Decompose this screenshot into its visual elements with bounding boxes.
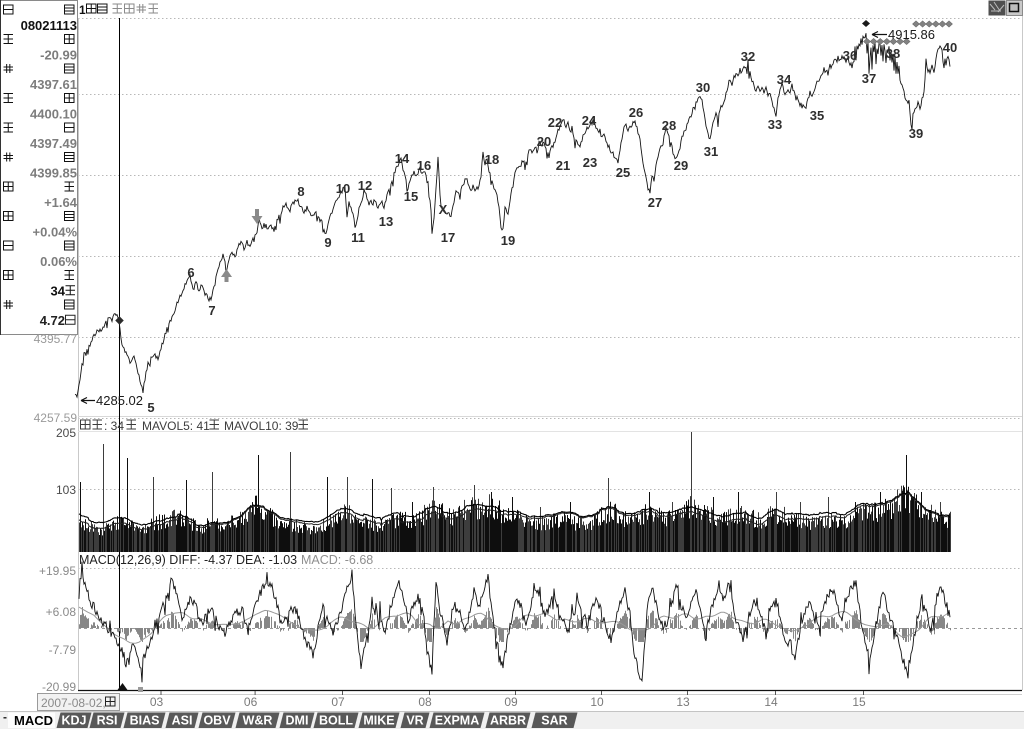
svg-text:40: 40 xyxy=(943,40,957,55)
svg-text:6: 6 xyxy=(187,265,194,280)
svg-text:12: 12 xyxy=(358,178,372,193)
svg-text:205: 205 xyxy=(56,426,76,440)
svg-text:08021113: 08021113 xyxy=(21,18,77,33)
svg-text:17: 17 xyxy=(441,230,455,245)
svg-text:24: 24 xyxy=(582,113,597,128)
svg-text:9: 9 xyxy=(324,235,331,250)
svg-text:EXPMA: EXPMA xyxy=(435,714,479,728)
svg-text:X: X xyxy=(439,202,448,217)
svg-text:36: 36 xyxy=(843,48,857,63)
svg-text:06: 06 xyxy=(244,695,258,709)
svg-text:W&R: W&R xyxy=(243,714,273,728)
svg-text:4257.59: 4257.59 xyxy=(34,411,78,425)
svg-text:35: 35 xyxy=(810,108,824,123)
svg-text:8: 8 xyxy=(297,184,304,199)
svg-text:14: 14 xyxy=(764,695,778,709)
svg-text:27: 27 xyxy=(648,195,662,210)
svg-text:SAR: SAR xyxy=(541,714,567,728)
svg-text:39: 39 xyxy=(909,126,923,141)
svg-text:+1.64: +1.64 xyxy=(44,195,78,210)
svg-text:ARBR: ARBR xyxy=(490,714,526,728)
svg-text:26: 26 xyxy=(629,105,643,120)
svg-text:23: 23 xyxy=(583,155,597,170)
svg-text:32: 32 xyxy=(741,49,755,64)
svg-text:ASI: ASI xyxy=(172,714,193,728)
svg-text:13: 13 xyxy=(676,695,690,709)
svg-text:08: 08 xyxy=(418,695,432,709)
svg-text:37: 37 xyxy=(862,71,876,86)
svg-text:4395.77: 4395.77 xyxy=(34,332,78,346)
svg-text:MAVOL5: 41: MAVOL5: 41 xyxy=(142,419,210,433)
svg-text:MACD: MACD xyxy=(14,713,53,728)
svg-text:14: 14 xyxy=(395,151,410,166)
svg-text:18: 18 xyxy=(485,152,499,167)
svg-text:15: 15 xyxy=(852,695,866,709)
svg-text:38: 38 xyxy=(886,46,900,61)
svg-text:03: 03 xyxy=(150,695,164,709)
svg-text:103: 103 xyxy=(56,483,76,497)
svg-text:+0.04%: +0.04% xyxy=(33,225,78,240)
svg-text:2007-08-02,: 2007-08-02, xyxy=(41,696,106,710)
svg-text:1: 1 xyxy=(79,3,86,17)
svg-text:MAVOL10: 39: MAVOL10: 39 xyxy=(224,419,299,433)
svg-text:07: 07 xyxy=(331,695,345,709)
svg-text:28: 28 xyxy=(662,118,676,133)
svg-text:MACD: -6.68: MACD: -6.68 xyxy=(301,553,373,567)
svg-text:KDJ: KDJ xyxy=(61,714,86,728)
svg-text:11: 11 xyxy=(351,230,365,245)
svg-text:-7.79: -7.79 xyxy=(49,643,77,657)
svg-text:MACD(12,26,9) DIFF: -4.37 DEA:: MACD(12,26,9) DIFF: -4.37 DEA: -1.03 xyxy=(79,553,297,567)
svg-text:34: 34 xyxy=(777,72,792,87)
svg-text:0.06%: 0.06% xyxy=(40,254,77,269)
svg-text:MIKE: MIKE xyxy=(363,714,394,728)
svg-text:4397.61: 4397.61 xyxy=(30,77,77,92)
svg-text:-20.99: -20.99 xyxy=(40,48,77,63)
svg-text:16: 16 xyxy=(417,158,431,173)
svg-text:09: 09 xyxy=(504,695,518,709)
svg-text:25: 25 xyxy=(616,165,630,180)
svg-text:31: 31 xyxy=(704,144,718,159)
svg-text:7: 7 xyxy=(208,303,215,318)
svg-text:4915.86: 4915.86 xyxy=(888,27,935,42)
svg-text:BIAS: BIAS xyxy=(130,714,160,728)
svg-text:4399.85: 4399.85 xyxy=(30,166,77,181)
svg-text:BOLL: BOLL xyxy=(319,714,353,728)
svg-text:10: 10 xyxy=(590,695,604,709)
svg-text:10: 10 xyxy=(336,181,350,196)
svg-text:20: 20 xyxy=(537,134,551,149)
svg-text:RSI: RSI xyxy=(97,714,118,728)
svg-text:-: - xyxy=(3,710,7,724)
svg-text:30: 30 xyxy=(696,80,710,95)
svg-text:4397.49: 4397.49 xyxy=(30,136,77,151)
svg-text:DMI: DMI xyxy=(286,714,309,728)
svg-text:19: 19 xyxy=(501,233,515,248)
svg-text:13: 13 xyxy=(379,214,393,229)
svg-text:: 34: : 34 xyxy=(104,419,124,433)
svg-text:4.72: 4.72 xyxy=(40,313,65,328)
svg-text:VR: VR xyxy=(406,714,423,728)
svg-text:33: 33 xyxy=(768,117,782,132)
svg-text:4400.10: 4400.10 xyxy=(30,107,77,122)
svg-text:34: 34 xyxy=(51,284,66,299)
svg-text:4285.02: 4285.02 xyxy=(96,393,143,408)
svg-text:21: 21 xyxy=(556,158,570,173)
svg-text:-20.99: -20.99 xyxy=(42,680,76,694)
svg-text:+19.95: +19.95 xyxy=(39,564,76,578)
svg-text:+6.08: +6.08 xyxy=(46,605,77,619)
svg-text:5: 5 xyxy=(147,400,154,415)
svg-text:22: 22 xyxy=(548,115,562,130)
svg-text:OBV: OBV xyxy=(203,714,231,728)
svg-text:29: 29 xyxy=(674,158,688,173)
svg-text:15: 15 xyxy=(404,189,418,204)
